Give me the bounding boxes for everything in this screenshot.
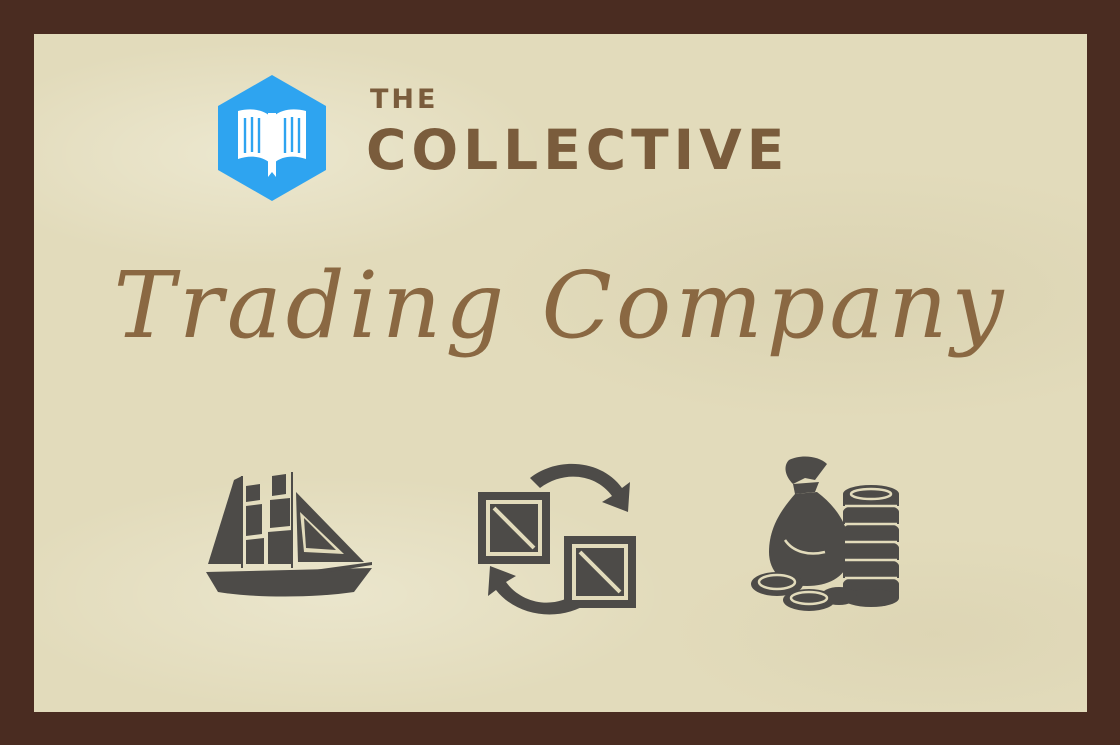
sailing-ship-icon (206, 472, 372, 597)
brand-name-label: COLLECTIVE (366, 118, 790, 182)
brand-the-label: THE (370, 84, 439, 115)
headline-title: Trading Company (113, 252, 1008, 359)
exchange-crates-icon (478, 463, 636, 615)
book-logo-icon (218, 75, 326, 201)
money-bag-coins-icon (751, 456, 899, 611)
panel-texture (34, 34, 1087, 712)
parchment-panel: THE COLLECTIVE Trading Company (34, 34, 1087, 712)
